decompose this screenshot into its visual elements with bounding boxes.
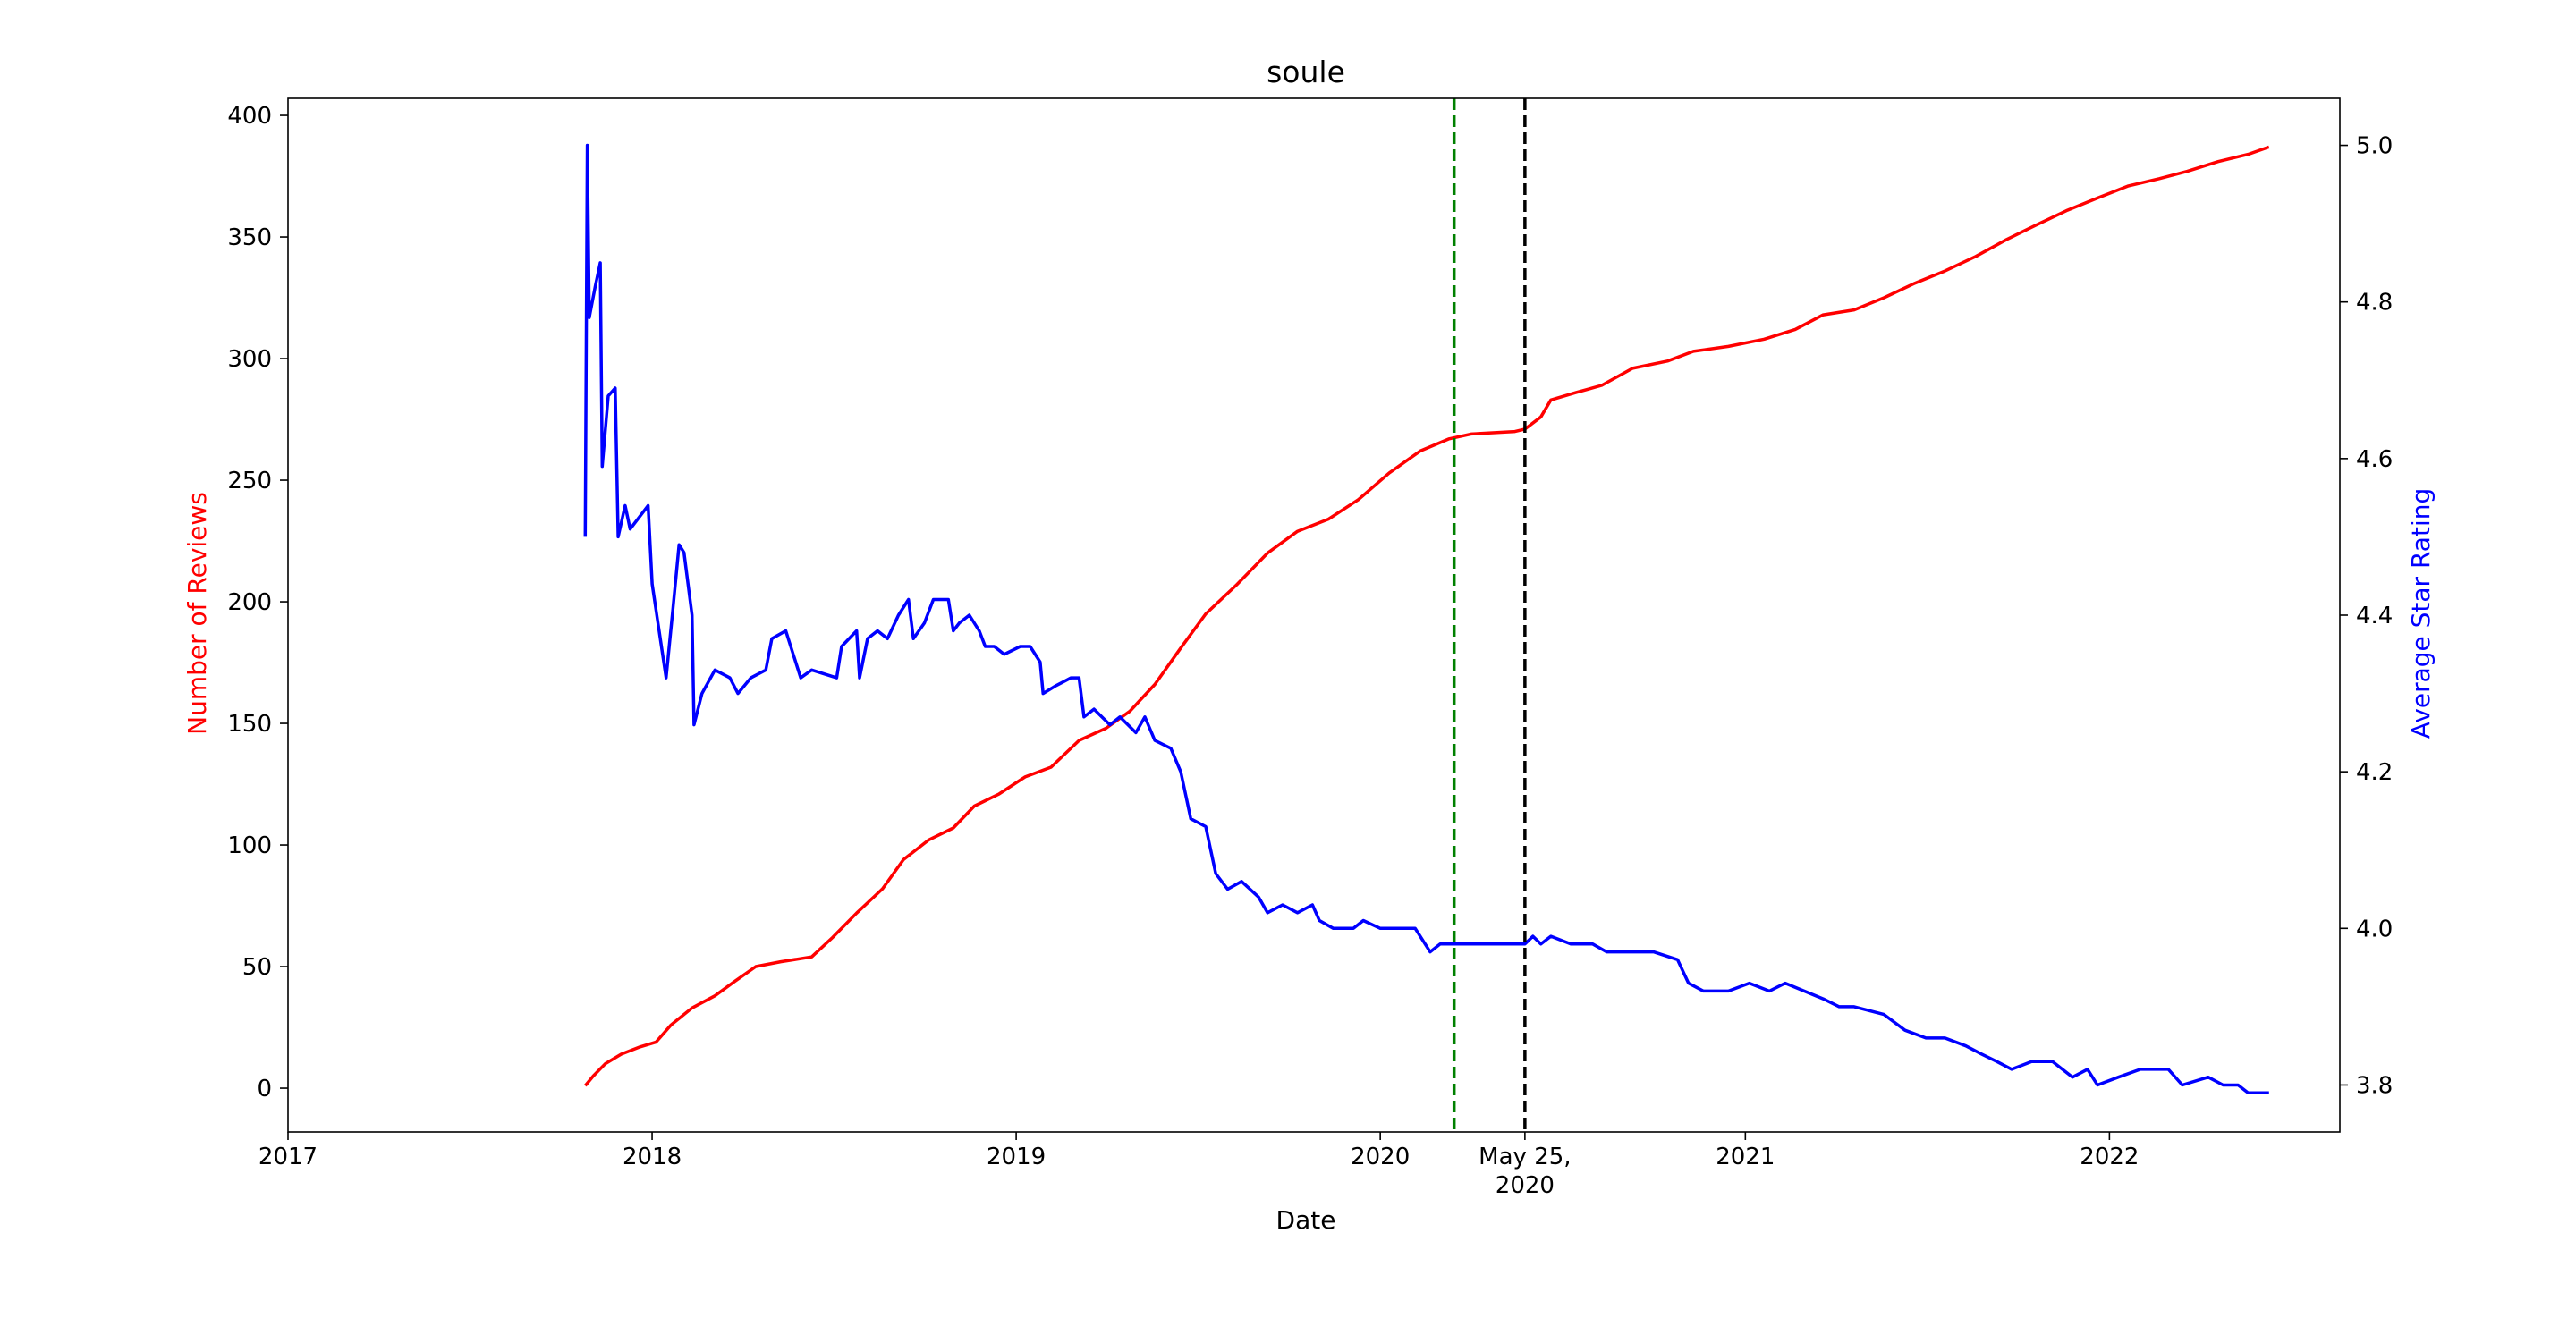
y-left-tick-label: 50 <box>242 954 272 981</box>
x-tick-label: 2020 <box>1351 1144 1410 1170</box>
y-right-tick-label: 5.0 <box>2356 133 2393 160</box>
y-left-tick-label: 100 <box>227 832 272 859</box>
rating-series-line <box>583 143 2269 1094</box>
chart-title: soule <box>1267 55 1345 89</box>
reviews-series-line <box>583 145 2270 1087</box>
x-tick-label: 2017 <box>258 1144 318 1170</box>
y-right-tick-label: 4.2 <box>2356 759 2393 786</box>
y-left-tick-label: 300 <box>227 346 272 373</box>
y-right-tick-label: 4.6 <box>2356 446 2393 473</box>
x-tick-label: 2021 <box>1716 1144 1775 1170</box>
x-tick-label: May 25, 2020 <box>1479 1144 1571 1199</box>
x-tick-label: 2022 <box>2080 1144 2139 1170</box>
x-tick-label: 2019 <box>987 1144 1046 1170</box>
y-left-tick-label: 200 <box>227 589 272 616</box>
y-right-tick-label: 4.0 <box>2356 916 2393 942</box>
y-left-tick-label: 0 <box>257 1076 272 1102</box>
y-right-tick-label: 4.8 <box>2356 290 2393 317</box>
y-right-tick-label: 4.4 <box>2356 603 2393 629</box>
y-left-tick-label: 350 <box>227 224 272 251</box>
y-left-tick-label: 400 <box>227 103 272 130</box>
x-axis-label: Date <box>1276 1205 1336 1235</box>
x-tick-label: 2018 <box>623 1144 682 1170</box>
y-axis-right-label: Average Star Rating <box>2406 488 2436 739</box>
y-right-tick-label: 3.8 <box>2356 1072 2393 1099</box>
y-left-tick-label: 150 <box>227 711 272 738</box>
y-left-tick-label: 250 <box>227 468 272 494</box>
y-axis-left-label: Number of Reviews <box>182 492 212 735</box>
